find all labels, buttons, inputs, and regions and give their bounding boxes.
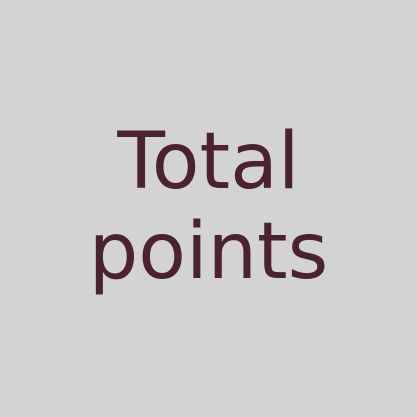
label-line-total: Total xyxy=(117,116,300,207)
label-line-points: points xyxy=(88,206,329,297)
tile-label: Total points xyxy=(89,117,329,297)
